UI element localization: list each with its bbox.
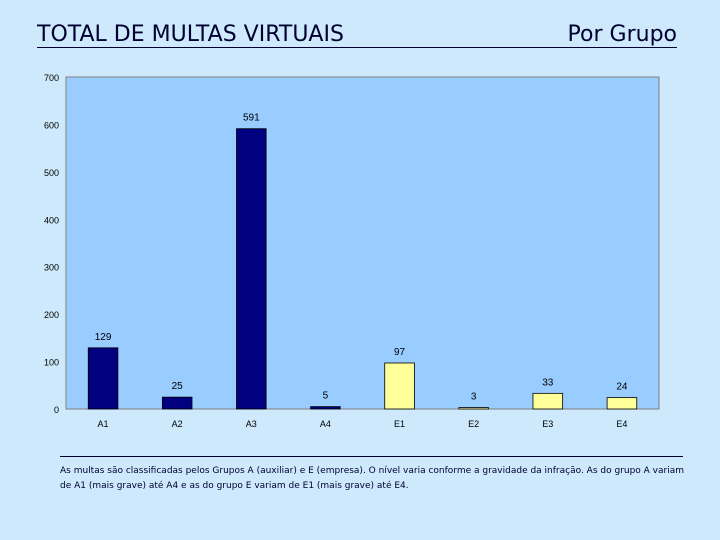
page-title: TOTAL DE MULTAS VIRTUAIS xyxy=(37,22,344,47)
bar-e3 xyxy=(532,392,564,410)
title-underline xyxy=(37,47,677,48)
plot-area xyxy=(65,76,660,410)
y-tick-label: 600 xyxy=(44,120,59,130)
x-tick-label: A2 xyxy=(172,419,183,429)
data-label: 97 xyxy=(394,347,406,358)
x-tick-label: E4 xyxy=(616,419,627,429)
data-label: 3 xyxy=(471,392,477,403)
x-axis: A1 A2 A3 A4 E1 E2 E3 E4 xyxy=(98,419,628,429)
bar-a1 xyxy=(87,347,119,410)
y-tick-label: 400 xyxy=(44,215,59,225)
y-tick-label: 100 xyxy=(44,358,59,368)
y-tick-label: 0 xyxy=(54,405,59,415)
data-label: 129 xyxy=(95,332,112,343)
y-tick-label: 500 xyxy=(44,168,59,178)
x-tick-label: E3 xyxy=(542,419,553,429)
y-tick-label: 700 xyxy=(44,73,59,83)
bar-e1 xyxy=(384,362,415,410)
x-tick-label: A4 xyxy=(320,419,331,429)
footnote-rule xyxy=(60,456,683,457)
data-label: 24 xyxy=(616,382,628,393)
data-label: 33 xyxy=(542,377,554,388)
y-tick-label: 200 xyxy=(44,310,59,320)
x-tick-label: A1 xyxy=(98,419,109,429)
bar-a2 xyxy=(161,396,193,410)
bar-e2 xyxy=(458,407,489,410)
data-label: 5 xyxy=(323,391,329,402)
x-tick-label: E2 xyxy=(468,419,479,429)
data-label: 591 xyxy=(243,113,260,124)
bar-a3 xyxy=(236,128,267,410)
bar-e4 xyxy=(606,397,638,410)
y-tick-label: 300 xyxy=(44,263,59,273)
bar-a4 xyxy=(310,406,341,410)
page-subtitle: Por Grupo xyxy=(567,22,677,47)
footnote: As multas são classificadas pelos Grupos… xyxy=(60,466,685,491)
data-label: 25 xyxy=(172,381,184,392)
y-axis: 0 100 200 300 400 500 600 700 xyxy=(44,73,59,415)
x-tick-label: E1 xyxy=(394,419,405,429)
x-tick-label: A3 xyxy=(246,419,257,429)
